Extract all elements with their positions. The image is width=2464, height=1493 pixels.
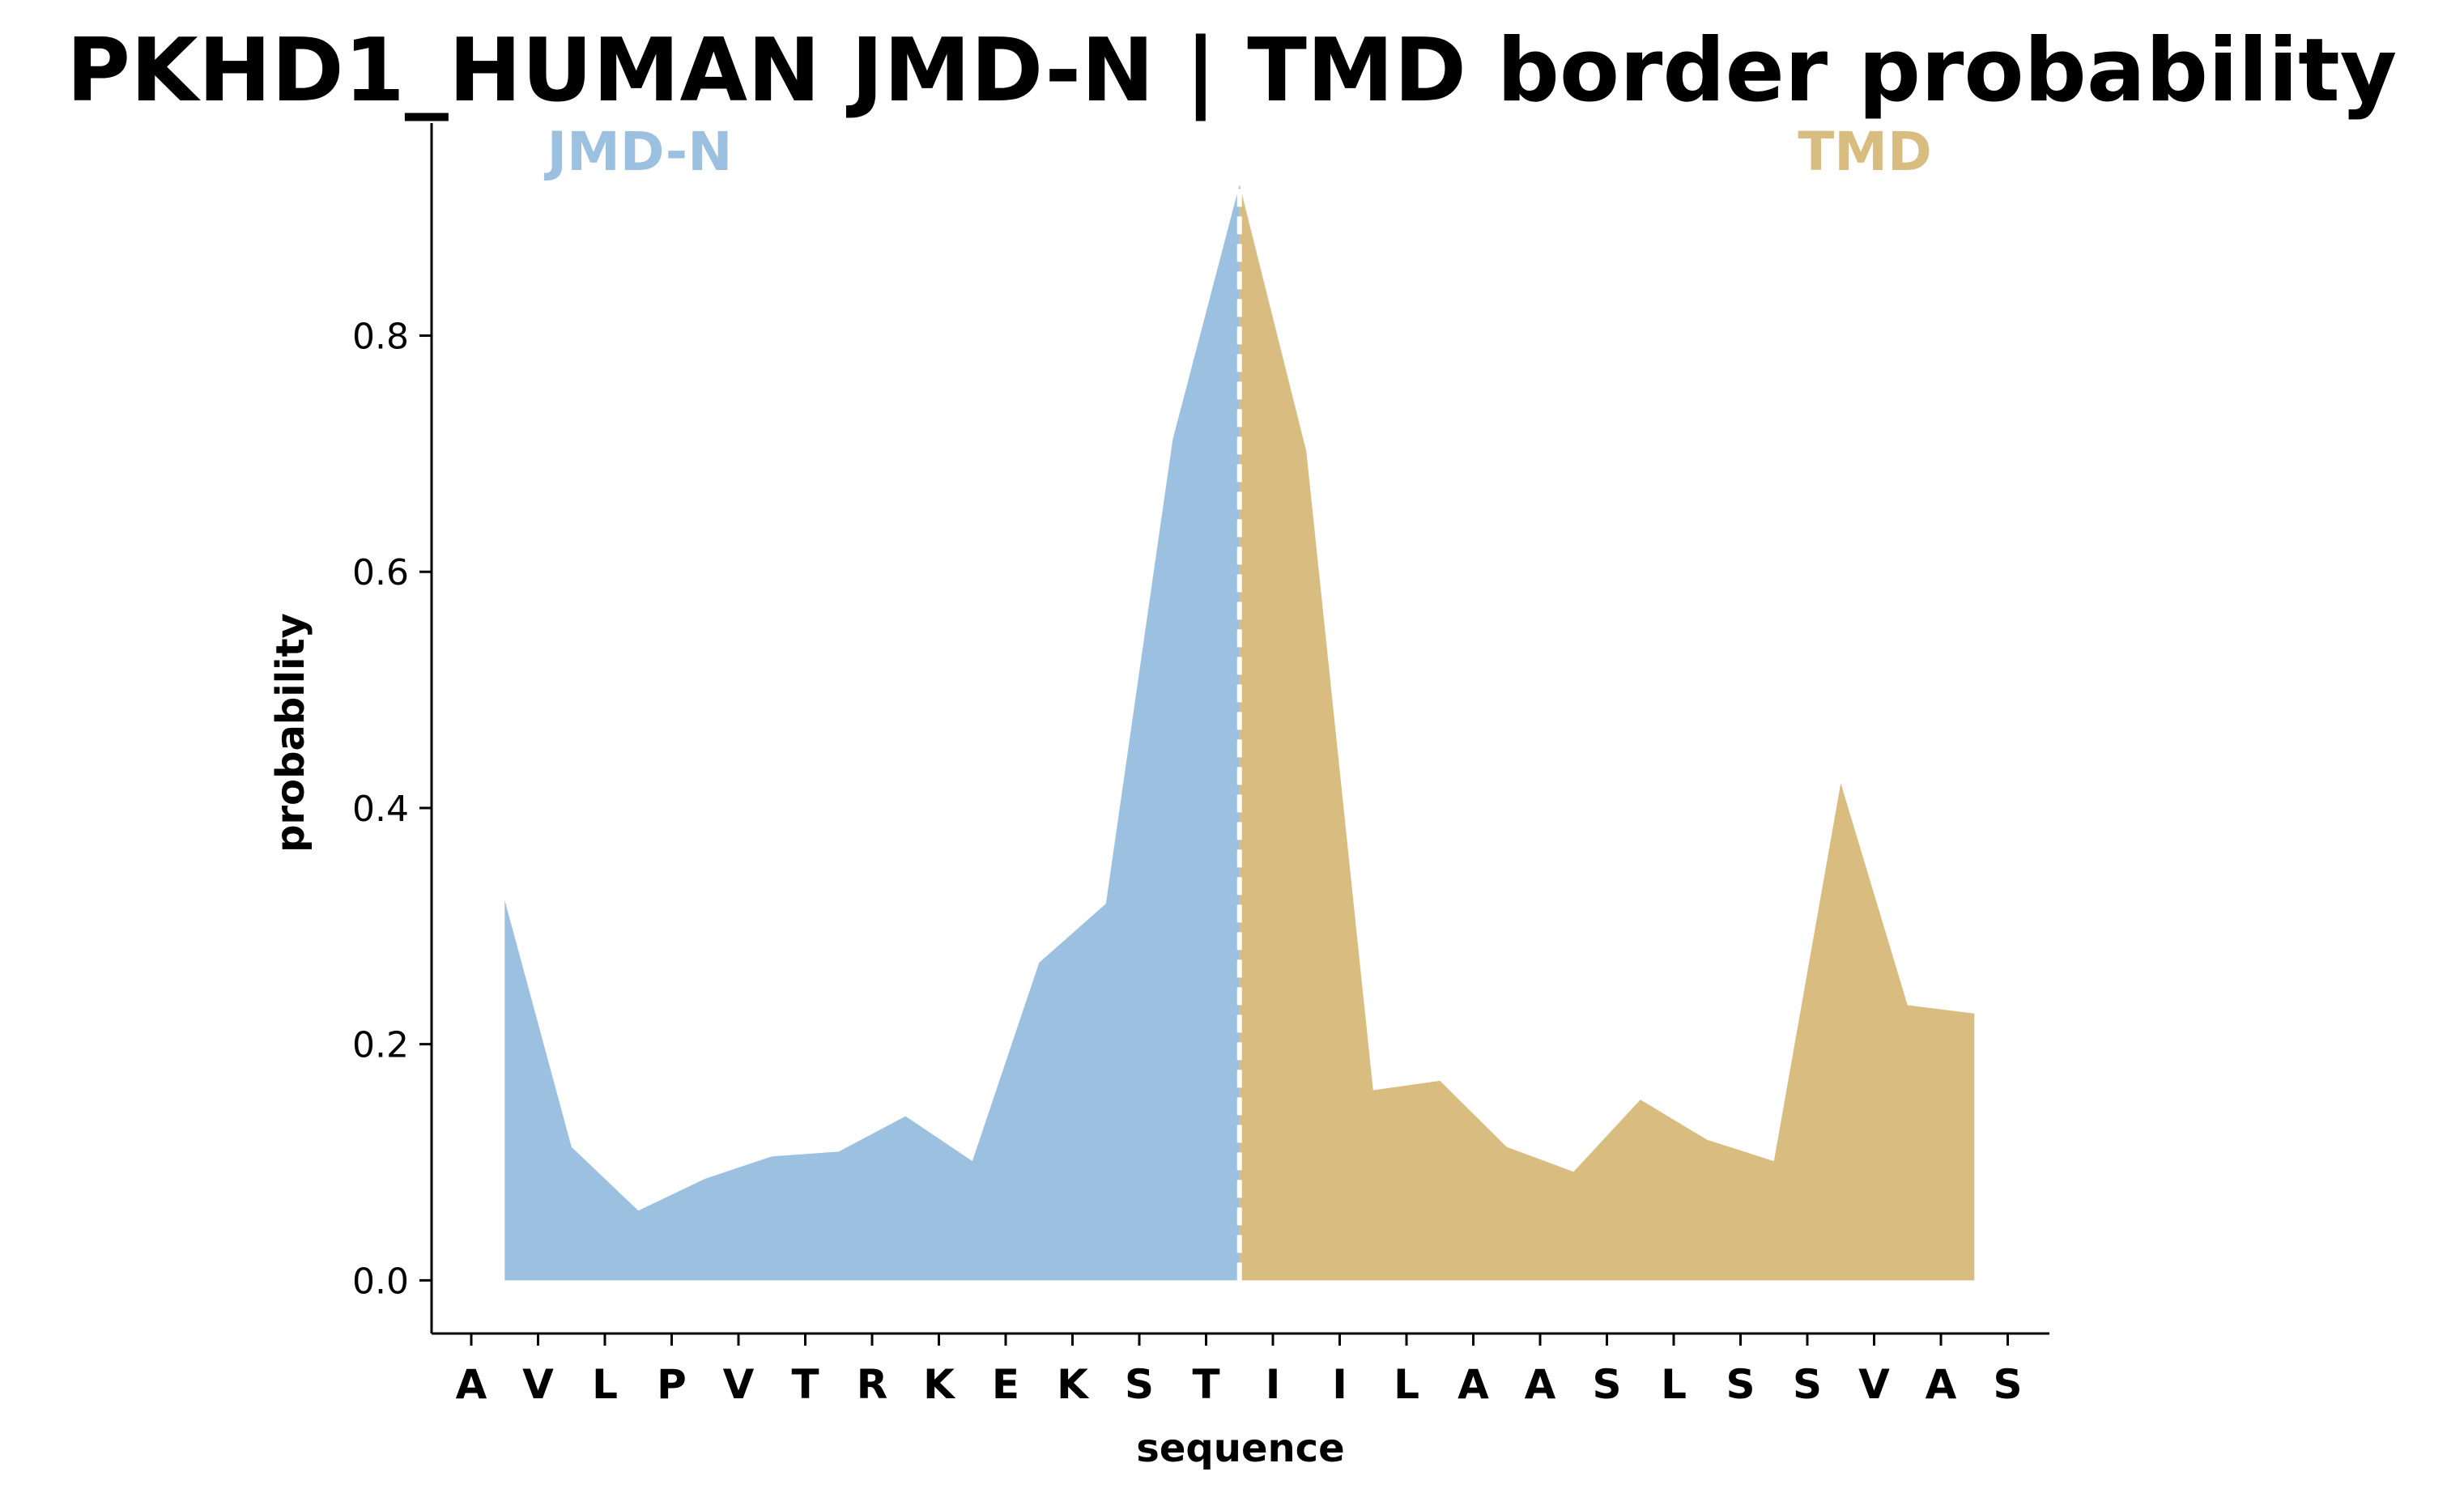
chart-title: PKHD1_HUMAN JMD-N | TMD border probabili…: [66, 20, 2397, 121]
x-tick-label: S: [1793, 1361, 1822, 1408]
x-tick-label: E: [992, 1361, 1019, 1408]
x-tick-label: A: [1458, 1361, 1489, 1408]
x-tick-label: L: [1394, 1361, 1419, 1408]
x-tick-label: P: [657, 1361, 687, 1408]
x-tick-label: V: [1858, 1361, 1890, 1408]
x-tick-label: L: [1661, 1361, 1687, 1408]
x-tick-label: V: [522, 1361, 554, 1408]
y-tick-label: 0.8: [352, 317, 409, 358]
x-axis-label: sequence: [1136, 1426, 1344, 1471]
y-ticks: 0.0 0.2 0.4 0.6 0.8: [352, 317, 432, 1302]
area-tmd: [1239, 184, 1975, 1281]
y-tick-label: 0.6: [352, 552, 409, 593]
x-tick-label: S: [1125, 1361, 1154, 1408]
x-tick-label: I: [1266, 1361, 1281, 1408]
x-tick-label: T: [791, 1361, 819, 1408]
y-tick-label: 0.4: [352, 789, 409, 830]
y-axis-label: probability: [268, 613, 313, 853]
x-tick-label: T: [1192, 1361, 1219, 1408]
plot-area: JMD-N TMD: [504, 121, 1975, 1281]
x-tick-label: S: [1726, 1361, 1755, 1408]
region-label-tmd: TMD: [1798, 121, 1931, 183]
x-tick-label: I: [1332, 1361, 1347, 1408]
x-tick-label: S: [1993, 1361, 2022, 1408]
x-tick-label: R: [857, 1361, 888, 1408]
x-tick-label: V: [723, 1361, 755, 1408]
x-tick-label: S: [1592, 1361, 1621, 1408]
x-tick-label: K: [1057, 1361, 1090, 1408]
y-tick-label: 0.0: [352, 1261, 409, 1302]
area-jmd-n: [504, 184, 1240, 1281]
x-tick-label: K: [923, 1361, 956, 1408]
x-tick-label: A: [1525, 1361, 1556, 1408]
x-tick-label: A: [1926, 1361, 1957, 1408]
region-label-jmd-n: JMD-N: [544, 121, 733, 183]
x-tick-label: L: [592, 1361, 618, 1408]
x-tick-label: A: [456, 1361, 487, 1408]
y-tick-label: 0.2: [352, 1025, 409, 1066]
